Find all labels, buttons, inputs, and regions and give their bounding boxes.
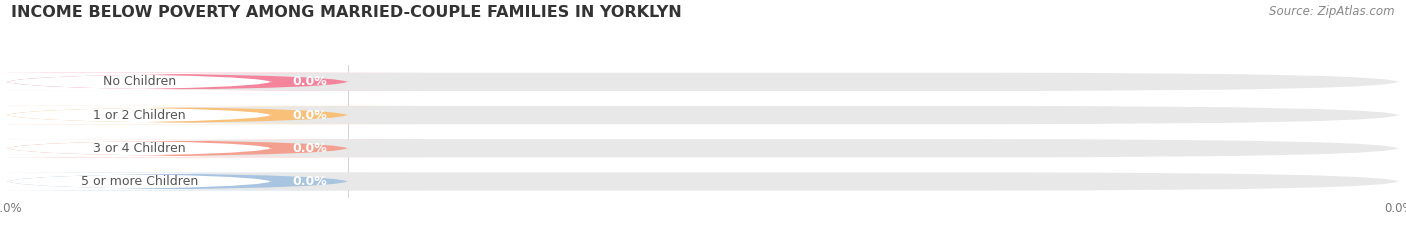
Text: 0.0%: 0.0% [292,142,328,155]
Text: 5 or more Children: 5 or more Children [80,175,198,188]
Text: 0.0%: 0.0% [292,175,328,188]
Text: 0.0%: 0.0% [292,109,328,122]
Text: Source: ZipAtlas.com: Source: ZipAtlas.com [1270,5,1395,18]
Text: 3 or 4 Children: 3 or 4 Children [93,142,186,155]
FancyBboxPatch shape [0,73,425,91]
FancyBboxPatch shape [0,172,425,191]
FancyBboxPatch shape [7,73,1399,91]
FancyBboxPatch shape [0,139,425,157]
FancyBboxPatch shape [7,172,1399,191]
Text: 0.0%: 0.0% [292,75,328,88]
FancyBboxPatch shape [7,106,1399,124]
FancyBboxPatch shape [0,139,425,157]
FancyBboxPatch shape [7,139,1399,157]
FancyBboxPatch shape [0,73,425,91]
Text: INCOME BELOW POVERTY AMONG MARRIED-COUPLE FAMILIES IN YORKLYN: INCOME BELOW POVERTY AMONG MARRIED-COUPL… [11,5,682,20]
FancyBboxPatch shape [0,106,425,124]
FancyBboxPatch shape [0,172,425,191]
Text: No Children: No Children [103,75,176,88]
Text: 1 or 2 Children: 1 or 2 Children [93,109,186,122]
FancyBboxPatch shape [0,106,425,124]
